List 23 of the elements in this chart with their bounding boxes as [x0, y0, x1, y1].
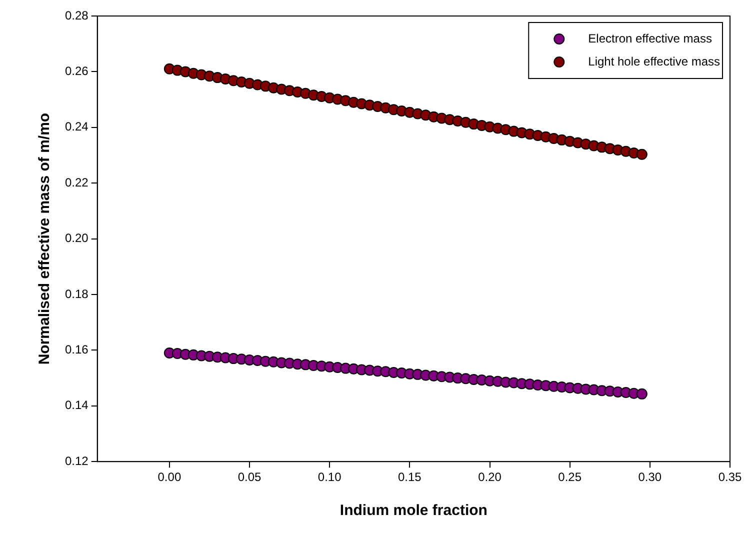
x-tick-label: 0.30	[638, 470, 662, 484]
y-tick-label: 0.24	[64, 120, 89, 134]
y-tick-label: 0.12	[64, 454, 89, 468]
y-tick-label: 0.28	[64, 8, 89, 22]
x-tick-label: 0.25	[558, 470, 582, 484]
y-tick-label: 0.18	[64, 286, 89, 301]
point	[636, 148, 648, 160]
x-axis-title: Indium mole fraction	[340, 502, 488, 520]
legend-label: Light hole effective mass	[588, 54, 720, 68]
x-tick-label: 0.05	[238, 470, 262, 484]
y-tick-label: 0.20	[64, 231, 89, 246]
x-tick-label: 0.20	[478, 470, 502, 484]
y-tick-label: 0.22	[64, 175, 89, 190]
y-tick-label: 0.14	[64, 398, 89, 412]
y-tick-label: 0.16	[64, 342, 89, 357]
y-axis-title: Normalised effective mass of m/mo	[36, 112, 54, 365]
legend-label: Electron effective mass	[588, 31, 712, 46]
point	[636, 388, 648, 400]
x-tick-label: 0.00	[158, 470, 182, 484]
x-tick-label: 0.35	[718, 470, 742, 484]
x-tick-label: 0.10	[318, 470, 342, 484]
x-tick-label: 0.15	[398, 470, 422, 484]
y-tick-label: 0.26	[64, 64, 89, 78]
